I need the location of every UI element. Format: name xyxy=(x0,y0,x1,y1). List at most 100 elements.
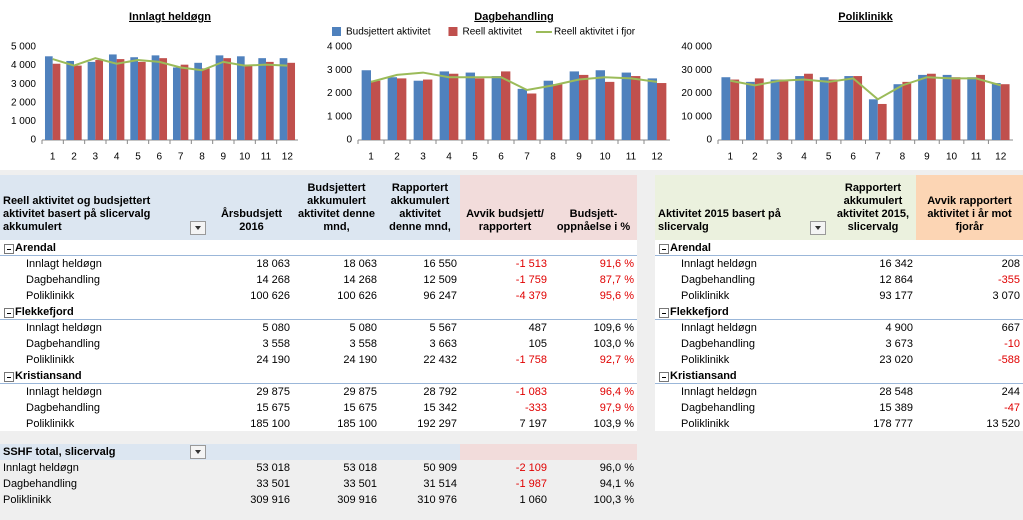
bar xyxy=(991,83,1001,140)
collapse-button[interactable] xyxy=(4,372,14,382)
x-tick-label: 9 xyxy=(924,152,930,163)
bar xyxy=(647,78,657,140)
bar xyxy=(172,67,181,140)
bar xyxy=(258,58,266,140)
cell: 29 875 xyxy=(343,386,377,398)
cell: 103,0 % xyxy=(593,338,634,350)
x-tick-label: 1 xyxy=(50,152,56,163)
bar xyxy=(976,74,985,140)
bar xyxy=(721,77,731,140)
bar xyxy=(951,77,961,140)
bar xyxy=(371,80,381,140)
x-tick-label: 10 xyxy=(946,152,958,163)
bar xyxy=(66,60,74,141)
bar xyxy=(491,76,501,140)
cell: 24 190 xyxy=(256,354,290,366)
cell: -4 379 xyxy=(515,290,547,302)
group-rule xyxy=(655,383,1023,384)
cell: 18 063 xyxy=(343,258,377,270)
row-label: Innlagt heldøgn xyxy=(26,322,102,334)
bar xyxy=(138,61,146,140)
cell: 15 389 xyxy=(879,402,913,414)
y-tick-label: 0 xyxy=(706,135,712,146)
collapse-button[interactable] xyxy=(4,244,14,254)
bar xyxy=(553,84,563,140)
cell: 309 916 xyxy=(337,494,377,506)
y-tick-label: 3 000 xyxy=(327,65,352,76)
x-tick-label: 3 xyxy=(777,152,783,163)
bar xyxy=(423,79,433,140)
header-cell: Budsjett-oppnåelse i % xyxy=(550,175,637,240)
x-tick-label: 3 xyxy=(93,152,99,163)
header-cell: Rapportert akkumulert aktivitet denne mn… xyxy=(380,175,460,240)
collapse-button[interactable] xyxy=(659,308,669,318)
cell: 3 558 xyxy=(262,338,290,350)
x-tick-label: 5 xyxy=(826,152,832,163)
bar xyxy=(279,58,288,140)
x-tick-label: 4 xyxy=(446,152,452,163)
x-tick-label: 8 xyxy=(900,152,906,163)
chart-title: Innlagt heldøgn xyxy=(129,11,211,23)
cell: 92,7 % xyxy=(599,354,634,366)
bar xyxy=(605,81,615,140)
legend-swatch xyxy=(332,27,341,36)
group-label: Kristiansand xyxy=(670,370,737,382)
y-tick-label: 2 000 xyxy=(327,88,352,99)
x-tick-label: 3 xyxy=(420,152,426,163)
row-label: Innlagt heldøgn xyxy=(681,258,757,270)
y-tick-label: 1 000 xyxy=(11,116,36,127)
cell: -333 xyxy=(524,402,547,414)
bar xyxy=(579,74,589,140)
y-tick-label: 5 000 xyxy=(11,42,36,53)
header-cell: Budsjettert akkumulert aktivitet denne m… xyxy=(293,175,380,240)
bar xyxy=(116,59,125,141)
bar xyxy=(595,70,605,140)
cell: 100,3 % xyxy=(593,494,634,506)
cell: 15 675 xyxy=(343,402,377,414)
cell: 93 177 xyxy=(879,290,913,302)
collapse-button[interactable] xyxy=(4,308,14,318)
bar xyxy=(1000,84,1010,140)
group-label: Kristiansand xyxy=(15,370,82,382)
cell: 5 080 xyxy=(262,322,290,334)
row-label: Poliklinikk xyxy=(26,354,75,366)
collapse-button[interactable] xyxy=(659,244,669,254)
bar xyxy=(287,62,296,141)
bar xyxy=(180,64,189,140)
cell: 192 297 xyxy=(417,418,457,430)
x-tick-label: 9 xyxy=(576,152,582,163)
cell: 96 247 xyxy=(423,290,457,302)
cell: 667 xyxy=(1001,322,1020,334)
cell: 4 900 xyxy=(885,322,913,334)
total-header-bg xyxy=(0,444,460,460)
x-tick-label: 6 xyxy=(498,152,504,163)
bar xyxy=(439,71,449,140)
collapse-button[interactable] xyxy=(659,372,669,382)
total-title: SSHF total, slicervalg xyxy=(3,446,116,458)
filter-button[interactable] xyxy=(190,445,206,459)
x-tick-label: 1 xyxy=(368,152,374,163)
cell: 7 197 xyxy=(519,418,547,430)
header-cell: Avvik budsjett/ rapportert xyxy=(460,175,550,240)
cell: 185 100 xyxy=(250,418,290,430)
cell: 3 663 xyxy=(429,338,457,350)
line xyxy=(730,76,1001,101)
x-tick-label: 6 xyxy=(157,152,163,163)
cell: -1 083 xyxy=(515,386,547,398)
y-tick-label: 0 xyxy=(30,135,36,146)
row-label: Dagbehandling xyxy=(3,478,78,490)
group-label: Arendal xyxy=(15,242,56,254)
cell: -47 xyxy=(1004,402,1020,414)
row-label: Dagbehandling xyxy=(26,402,101,414)
row-label: Poliklinikk xyxy=(26,418,75,430)
x-tick-label: 12 xyxy=(282,152,294,163)
bar xyxy=(942,74,952,140)
filter-button[interactable] xyxy=(810,221,826,235)
cell: 16 342 xyxy=(879,258,913,270)
cell: 13 520 xyxy=(986,418,1020,430)
cell: 3 673 xyxy=(885,338,913,350)
filter-button[interactable] xyxy=(190,221,206,235)
cell: 3 070 xyxy=(992,290,1020,302)
bar xyxy=(967,77,977,140)
bar xyxy=(74,65,82,140)
